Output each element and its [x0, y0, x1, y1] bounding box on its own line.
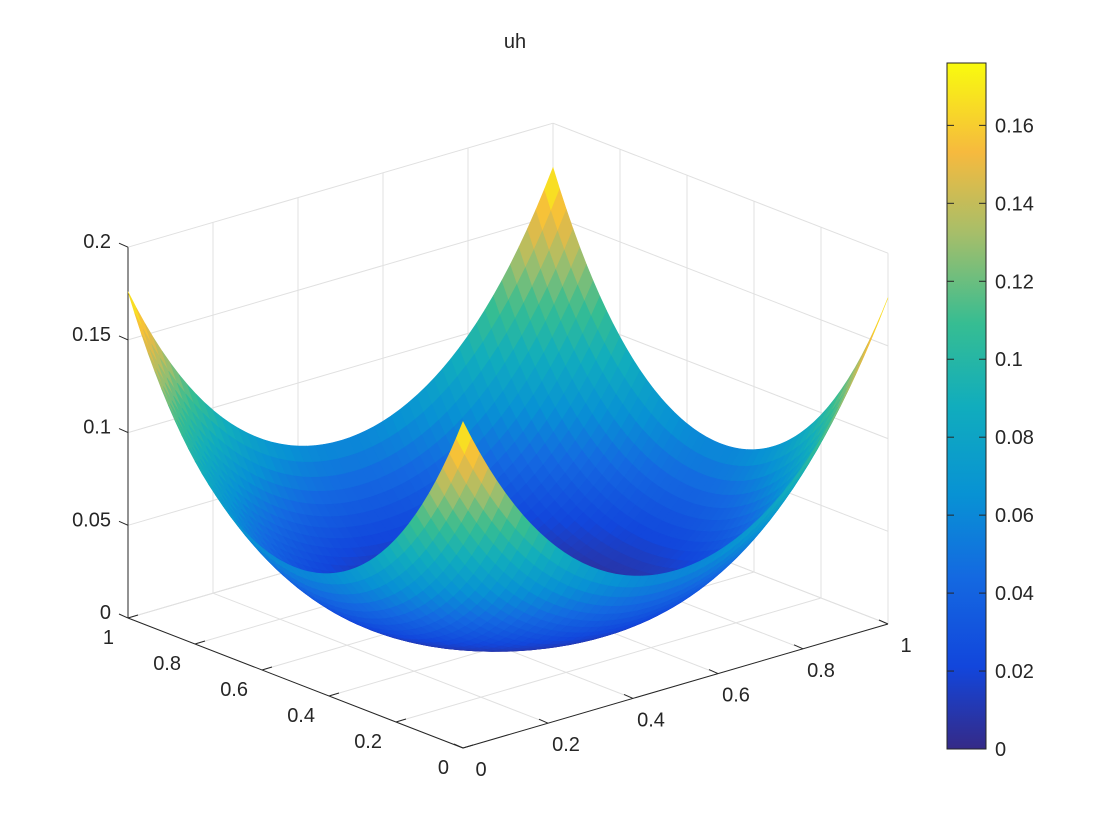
y-tick-mark [261, 666, 273, 671]
x-tick-mark [708, 669, 719, 675]
y-tick-label: 0.2 [354, 731, 382, 753]
z-tick-label: 0 [100, 602, 111, 624]
grid-line [127, 122, 554, 248]
z-tick-label: 0.15 [72, 324, 111, 346]
y-tick-label: 1 [103, 627, 114, 649]
x-tick-label: 0.6 [722, 685, 750, 707]
z-tick-mark [118, 242, 129, 248]
x-tick-mark [878, 619, 889, 625]
axes-ticks: 0 0.2 0.4 0.6 0.8 1 0 0.2 0.4 0.6 0.8 1 0 0.05 0.1 0.15… [72, 231, 912, 781]
x-tick-mark [538, 718, 549, 724]
z-tick-label: 0.1 [83, 417, 111, 439]
y-tick-mark [194, 640, 206, 645]
z-tick-mark [118, 520, 129, 526]
colorbar-tick-label: 0.04 [995, 583, 1034, 605]
x-tick-label: 0.2 [552, 734, 580, 756]
grid-line [127, 215, 554, 341]
colorbar-gradient [946, 62, 987, 750]
colorbar-tick-label: 0.08 [995, 427, 1034, 449]
colorbar-tick-label: 0.02 [995, 661, 1034, 683]
x-tick-label: 1 [900, 635, 911, 657]
grid-line [552, 122, 889, 254]
x-tick-mark [793, 644, 804, 650]
z-tick-mark [118, 613, 129, 619]
surface-plot [127, 166, 889, 652]
y-tick-mark [395, 718, 407, 723]
z-tick-label: 0.05 [72, 509, 111, 531]
grid-line [552, 215, 889, 347]
y-axis-line [127, 617, 464, 749]
z-tick-mark [118, 335, 129, 341]
y-tick-mark [127, 614, 139, 619]
grid-line [395, 597, 822, 723]
surface-patch [127, 291, 144, 330]
colorbar-tick-label: 0.16 [995, 115, 1034, 137]
colorbar: 0 0.02 0.04 0.06 0.08 0.1 0.12 0.14 0.16 [946, 62, 1034, 761]
y-tick-label: 0 [438, 757, 449, 779]
colorbar-tick-label: 0.14 [995, 193, 1034, 215]
z-tick-label: 0.2 [83, 231, 111, 253]
y-tick-label: 0.8 [153, 653, 181, 675]
colorbar-tick-label: 0 [995, 739, 1006, 761]
z-tick-mark [118, 428, 129, 434]
y-tick-label: 0.6 [220, 679, 248, 701]
colorbar-tick-label: 0.12 [995, 271, 1034, 293]
chart-title: uh [504, 31, 526, 53]
surface-patch [872, 297, 889, 336]
axes-lines [127, 247, 889, 749]
y-tick-mark [328, 692, 340, 697]
colorbar-tick-label: 0.1 [995, 349, 1023, 371]
x-tick-label: 0 [475, 759, 486, 781]
colorbar-tick-label: 0.06 [995, 505, 1034, 527]
x-tick-label: 0.8 [807, 660, 835, 682]
x-tick-label: 0.4 [637, 709, 665, 731]
x-tick-mark [623, 693, 634, 699]
y-tick-label: 0.4 [287, 705, 315, 727]
x-axis-line [462, 623, 889, 749]
grid-line [212, 592, 549, 724]
y-tick-mark [462, 744, 474, 749]
x-tick-mark [453, 743, 464, 749]
